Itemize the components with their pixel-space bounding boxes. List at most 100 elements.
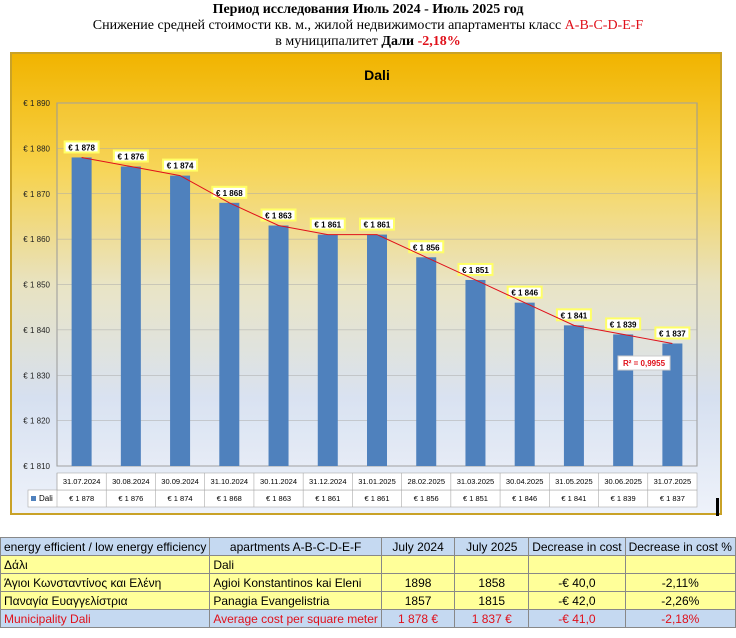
data-label-box	[555, 308, 592, 322]
bar	[367, 234, 387, 466]
bar	[662, 343, 683, 466]
table-value: € 1 837	[660, 494, 685, 503]
table-value: € 1 841	[561, 494, 586, 503]
x-tick-label: 31.01.2025	[358, 477, 396, 486]
cell: -€ 40,0	[528, 573, 626, 592]
divider	[716, 498, 719, 516]
data-label: € 1 876	[117, 153, 144, 162]
x-tick-label: 31.12.2024	[309, 477, 347, 486]
header-prefix: в муниципалитет	[275, 34, 382, 49]
cell: Παναγία Ευαγγελίστρια	[0, 591, 211, 610]
x-tick-label: 30.08.2024	[112, 477, 150, 486]
x-tick-label: 30.11.2024	[260, 477, 297, 486]
bar	[613, 334, 634, 466]
header-title: Период исследования Июль 2024 - Июль 202…	[212, 2, 524, 17]
table-value: € 1 846	[512, 494, 537, 503]
bar	[268, 225, 289, 466]
cell: -€ 41,0	[528, 609, 626, 628]
trendline	[81, 156, 673, 344]
th-july2024: July 2024	[380, 537, 456, 556]
cell: 1 837 €	[454, 609, 530, 628]
data-label-box	[506, 285, 543, 299]
cell: 1815	[454, 591, 530, 610]
data-label: € 1 846	[511, 289, 538, 298]
header-municipality: Дали	[381, 34, 415, 49]
cell: Municipality Dali	[0, 609, 211, 628]
table-value: € 1 861	[364, 494, 389, 503]
data-label-box	[112, 149, 149, 163]
header-subtitle: Снижение средней стоимости кв. м., жилой…	[92, 18, 565, 33]
th-decrease-pct: Decrease in cost %	[624, 537, 736, 556]
table-value: € 1 839	[611, 494, 636, 503]
bar	[563, 325, 584, 466]
data-label-box	[457, 262, 494, 276]
legend-label: Dali	[39, 494, 53, 503]
report-header: Период исследования Июль 2024 - Июль 202…	[0, 2, 736, 50]
cell: 1 878 €	[380, 609, 456, 628]
cell: 1857	[380, 591, 456, 610]
cell: -2,11%	[624, 573, 736, 592]
table-value: € 1 861	[315, 494, 340, 503]
data-label-box	[605, 317, 642, 331]
header-class: A-B-C-D-E-F	[564, 18, 644, 33]
data-label-box	[359, 217, 395, 231]
data-label-box	[211, 185, 248, 199]
table-row: Άγιοι Κωνσταντίνος και Ελένη Agioi Konsta…	[0, 573, 736, 592]
y-tick-label: € 1 810	[23, 462, 50, 471]
cell: Panagia Evangelistria	[209, 591, 382, 610]
bar	[416, 257, 437, 466]
data-label: € 1 861	[314, 221, 341, 230]
data-label: € 1 874	[167, 162, 194, 171]
cell: Δάλι	[0, 555, 211, 574]
data-label-box	[260, 208, 297, 222]
bar	[465, 279, 486, 466]
th-july2025: July 2025	[454, 537, 530, 556]
table-value: € 1 878	[69, 494, 94, 503]
data-label: € 1 841	[561, 311, 588, 320]
legend-key	[31, 496, 36, 501]
cell	[454, 555, 530, 574]
x-tick-label: 31.10.2024	[211, 477, 249, 486]
y-tick-label: € 1 830	[23, 371, 50, 380]
bar	[219, 202, 240, 466]
table-value: € 1 863	[266, 494, 291, 503]
cell: 1898	[380, 573, 456, 592]
table-value: € 1 876	[118, 494, 143, 503]
y-tick-label: € 1 880	[23, 144, 50, 153]
th-apartments: apartments A-B-C-D-E-F	[209, 537, 382, 556]
cell	[380, 555, 456, 574]
chart-title: Dali	[364, 67, 390, 83]
bar	[120, 166, 141, 466]
data-label: € 1 861	[364, 221, 391, 230]
data-label-box	[63, 140, 100, 154]
table-row: Παναγία Ευαγγελίστρια Panagia Evangelistr…	[0, 591, 736, 610]
table-header-row: energy efficient / low energy efficiency…	[0, 537, 736, 556]
cell	[624, 555, 736, 574]
x-tick-label: 31.07.2025	[654, 477, 692, 486]
cell: 1858	[454, 573, 530, 592]
y-tick-label: € 1 860	[23, 235, 50, 244]
y-tick-label: € 1 890	[23, 99, 50, 108]
table-value: € 1 851	[463, 494, 488, 503]
x-tick-label: 28.02.2025	[407, 477, 445, 486]
table-value: € 1 874	[168, 494, 193, 503]
bar-chart: Dali € 1 810 € 1 820 € 1 830 € 1 840 € 1 850 €…	[23, 67, 698, 508]
table-row: Δάλι Dali	[0, 555, 736, 574]
table-value: € 1 856	[414, 494, 439, 503]
x-tick-label: 30.04.2025	[506, 477, 544, 486]
data-label-box	[654, 326, 691, 340]
y-tick-label: € 1 840	[23, 326, 50, 335]
cell: -€ 42,0	[528, 591, 626, 610]
data-label-box	[408, 240, 445, 254]
cell: Άγιοι Κωνσταντίνος και Ελένη	[0, 573, 211, 592]
cell: Dali	[209, 555, 382, 574]
data-label-box	[162, 158, 199, 172]
x-tick-label: 31.03.2025	[457, 477, 495, 486]
x-tick-label: 30.09.2024	[161, 477, 199, 486]
cell: Agioi Konstantinos kai Eleni	[209, 573, 382, 592]
x-tick-label: 31.07.2024	[63, 477, 101, 486]
y-tick-label: € 1 850	[23, 281, 50, 290]
r2-box	[617, 355, 671, 371]
th-decrease: Decrease in cost	[528, 537, 626, 556]
bar	[317, 234, 338, 466]
